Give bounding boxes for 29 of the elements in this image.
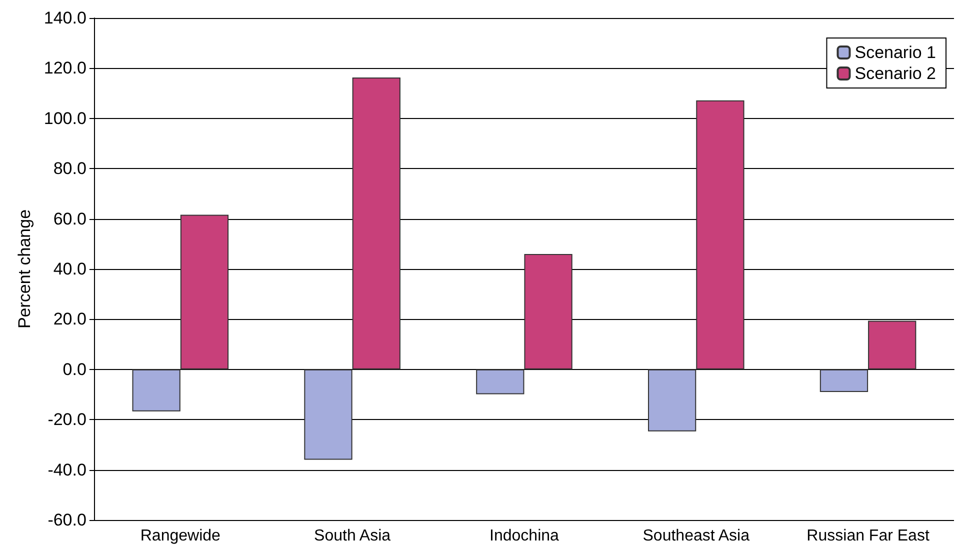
bar [524,254,572,370]
bar [352,77,400,370]
y-tick-label: 100.0 [44,108,86,128]
y-tick-label: 60.0 [53,209,86,228]
bar [476,369,524,394]
bar [304,369,352,460]
bar [868,320,916,370]
y-tick-label: 80.0 [53,159,86,178]
bar [696,100,744,370]
legend-label: Scenario 1 [854,43,936,62]
y-tick-label: 140.0 [44,8,86,28]
x-tick-label: Rangewide [140,528,221,544]
y-tick-label: 0.0 [62,360,86,379]
y-tick-label: -60.0 [48,510,86,530]
x-tick-label: Indochina [490,528,560,544]
bar [132,369,180,412]
y-tick-label: 120.0 [44,58,86,78]
y-tick-label: -20.0 [48,410,86,430]
x-tick-label: Southeast Asia [642,528,750,544]
y-tick-label: 40.0 [53,260,86,278]
x-tick-label: Russian Far East [806,528,930,544]
bar [180,214,229,370]
y-tick-label: 20.0 [53,310,86,329]
bar [648,369,696,432]
legend-label: Scenario 2 [854,64,936,83]
bar [820,369,868,392]
x-tick-label: South Asia [314,528,391,544]
y-tick-label: -40.0 [48,460,86,480]
y-axis-title: Percent change [15,209,34,329]
